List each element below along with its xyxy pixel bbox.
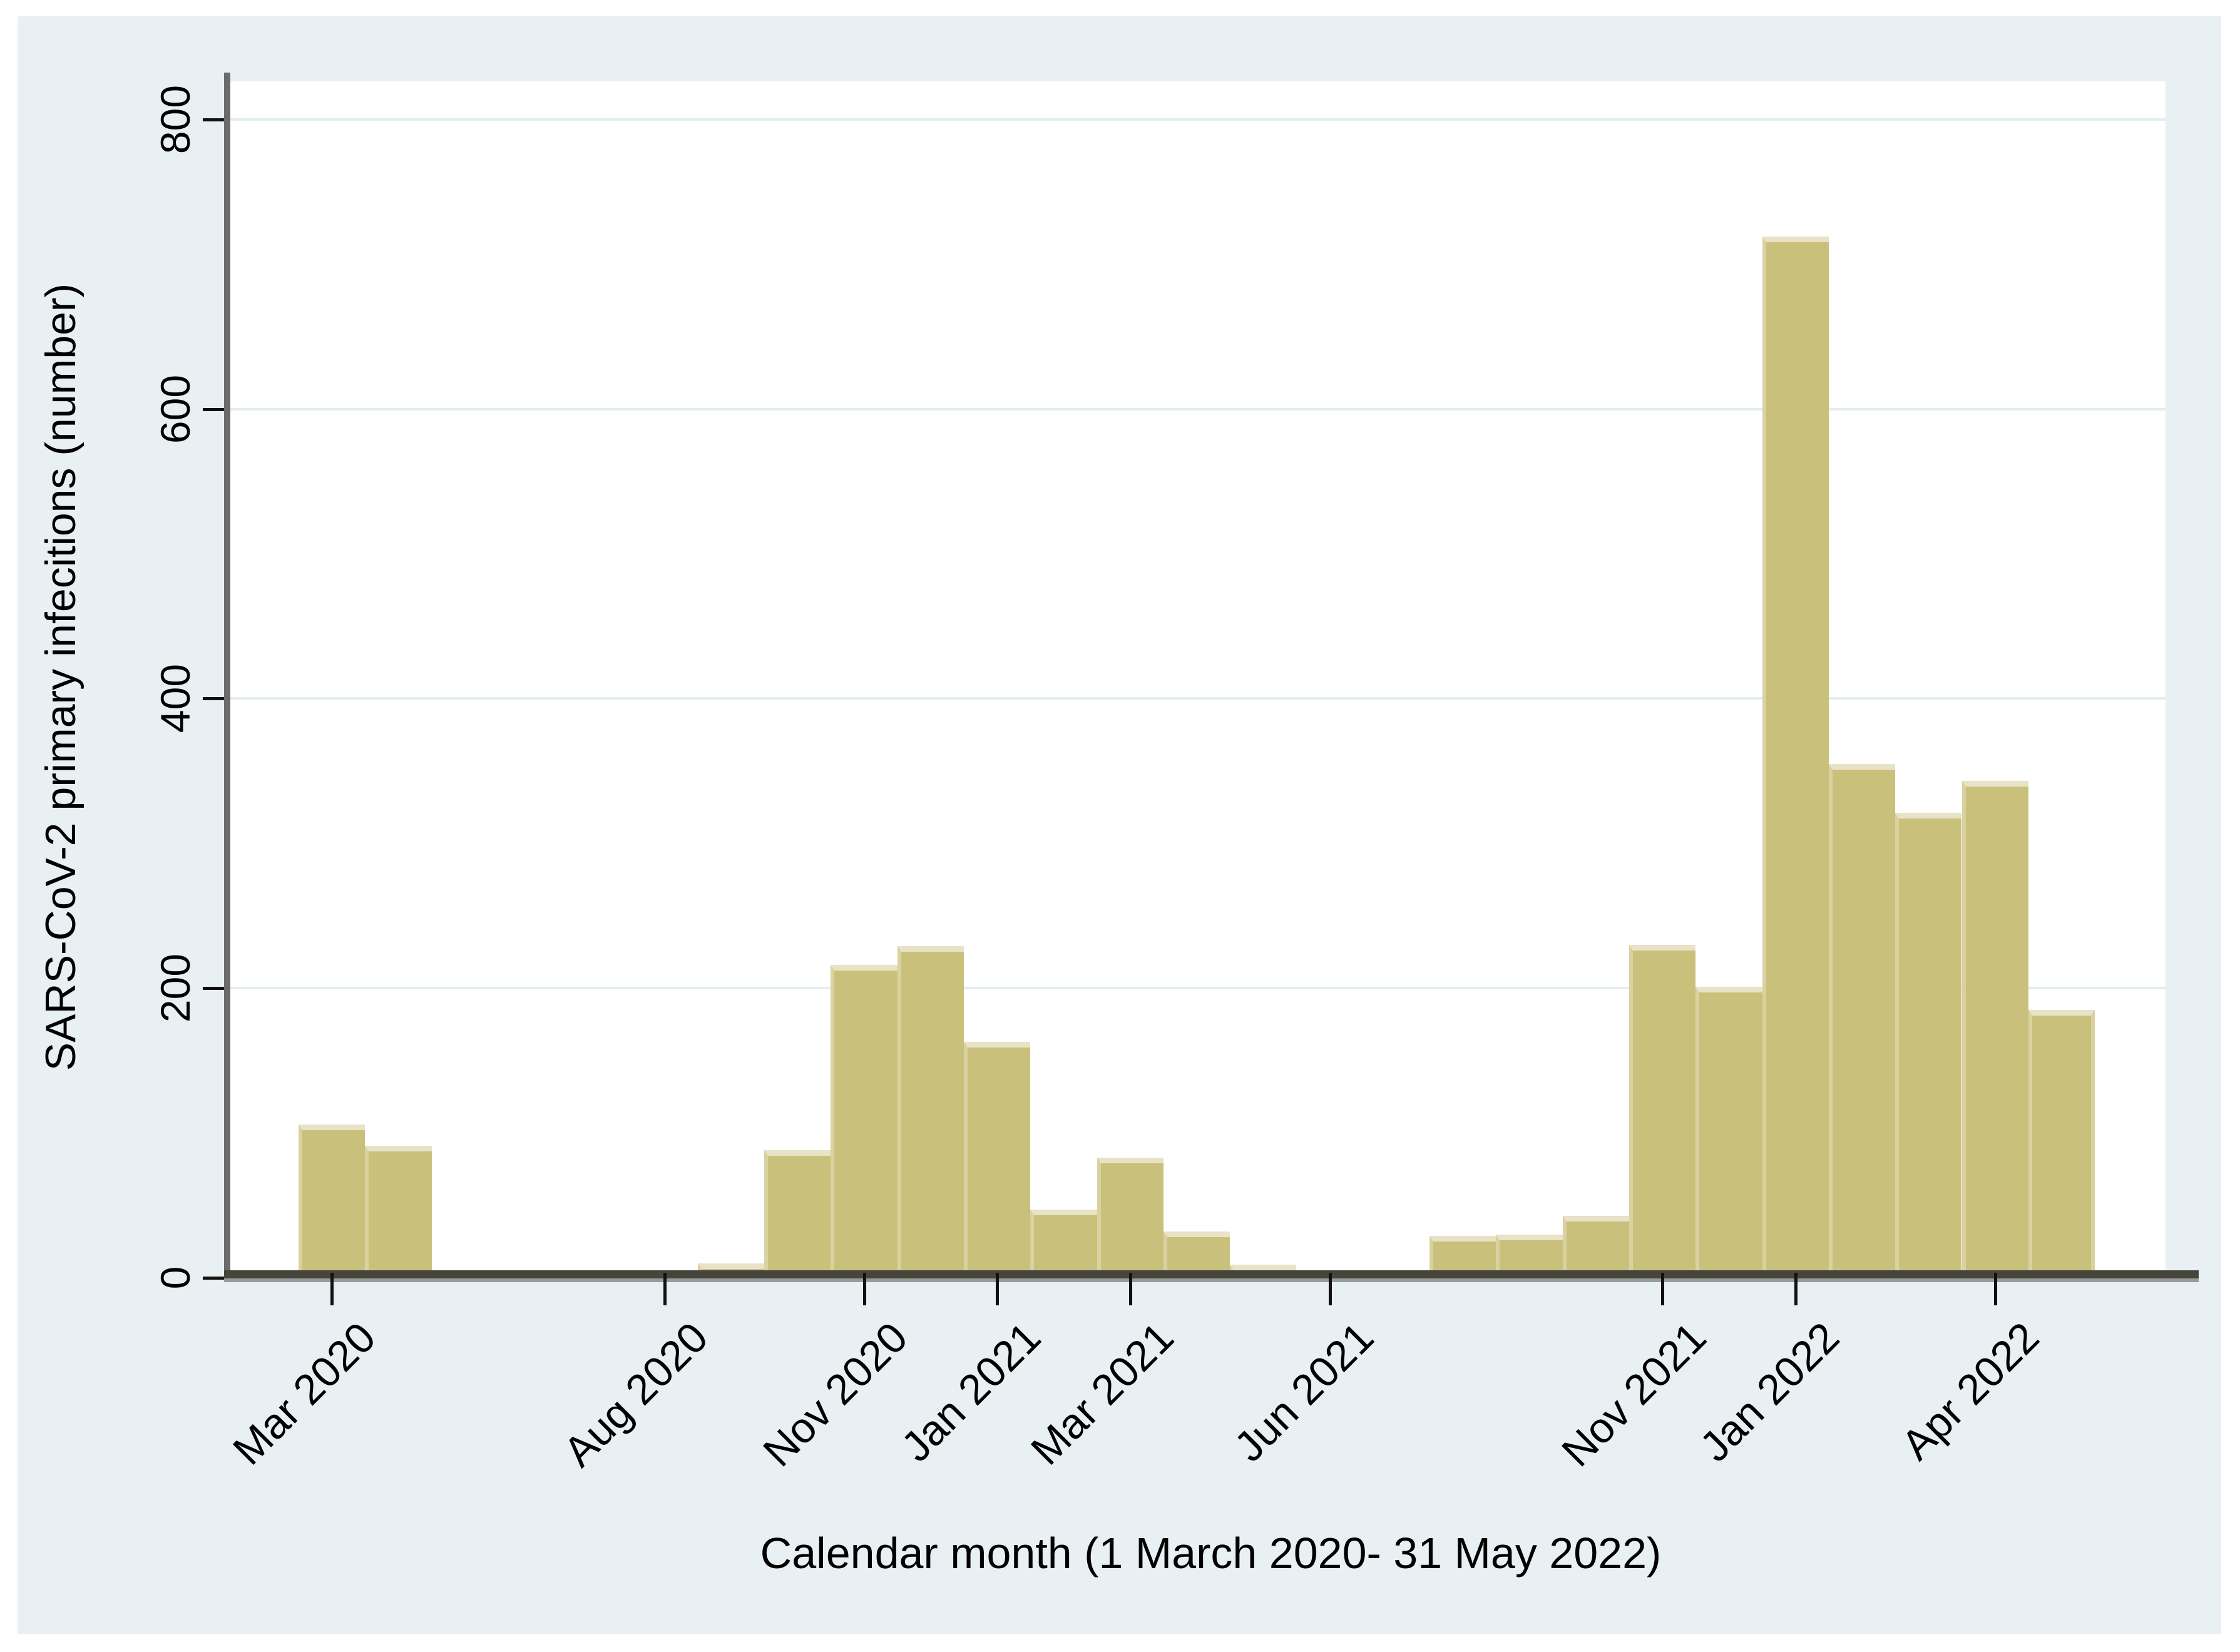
x-tick-nov-2020 bbox=[862, 1273, 866, 1305]
x-tick-label-jan-2022: Jan 2022 bbox=[1690, 1313, 1849, 1471]
figure-background: 0 200 400 600 800 Mar 2020 Aug 2020 Nov 2020 Jan… bbox=[18, 16, 2221, 1634]
plot-area bbox=[230, 81, 2166, 1278]
bar-apr-2020 bbox=[365, 1146, 432, 1278]
bar-feb-2022 bbox=[1828, 763, 1896, 1278]
x-tick-label-jun-2021: Jun 2021 bbox=[1225, 1313, 1383, 1471]
bar-jan-2022 bbox=[1762, 237, 1829, 1278]
bar-nov-2021 bbox=[1629, 944, 1696, 1278]
bar-apr-2021 bbox=[1163, 1231, 1230, 1278]
y-axis-line bbox=[224, 73, 230, 1278]
x-tick-label-jan-2021: Jan 2021 bbox=[892, 1313, 1050, 1471]
bar-apr-2022 bbox=[1961, 781, 2028, 1278]
y-tick-label-400: 400 bbox=[152, 664, 198, 733]
x-tick-label-apr-2022: Apr 2022 bbox=[1892, 1313, 2048, 1469]
bar-oct-2020 bbox=[764, 1150, 831, 1278]
x-tick-label-nov-2021: Nov 2021 bbox=[1553, 1313, 1716, 1476]
y-tick-400 bbox=[203, 697, 224, 701]
y-axis-title-text: SARS-CoV-2 primary infecitions (number) bbox=[37, 283, 84, 1071]
bar-oct-2021 bbox=[1562, 1215, 1629, 1278]
x-axis-line bbox=[224, 1270, 2199, 1278]
gridline-y-800 bbox=[230, 118, 2166, 121]
x-tick-label-mar-2021: Mar 2021 bbox=[1022, 1313, 1184, 1474]
bar-feb-2021 bbox=[1030, 1210, 1097, 1278]
gridline-y-600 bbox=[230, 407, 2166, 410]
bar-dec-2020 bbox=[897, 946, 964, 1278]
y-tick-800 bbox=[203, 118, 224, 121]
bar-mar-2020 bbox=[299, 1124, 366, 1278]
y-tick-label-200: 200 bbox=[152, 954, 198, 1023]
y-tick-label-800: 800 bbox=[152, 84, 198, 154]
bar-dec-2021 bbox=[1695, 986, 1762, 1278]
x-tick-label-nov-2020: Nov 2020 bbox=[754, 1313, 918, 1476]
y-tick-200 bbox=[203, 987, 224, 991]
gridline-y-200 bbox=[230, 987, 2166, 990]
x-tick-apr-2022 bbox=[1993, 1273, 1997, 1305]
y-tick-0 bbox=[203, 1277, 224, 1280]
x-axis-title: Calendar month (1 March 2020- 31 May 202… bbox=[760, 1529, 1662, 1578]
gridline-y-400 bbox=[230, 697, 2166, 700]
x-tick-label-aug-2020: Aug 2020 bbox=[555, 1313, 718, 1476]
bar-may-2022 bbox=[2028, 1009, 2095, 1278]
y-tick-label-0: 0 bbox=[152, 1266, 198, 1290]
x-tick-aug-2020 bbox=[663, 1273, 667, 1305]
x-tick-nov-2021 bbox=[1661, 1273, 1665, 1305]
y-tick-label-600: 600 bbox=[152, 374, 198, 444]
bar-mar-2021 bbox=[1097, 1157, 1163, 1278]
bar-nov-2020 bbox=[831, 965, 898, 1278]
bar-mar-2022 bbox=[1895, 813, 1962, 1278]
x-tick-jan-2022 bbox=[1794, 1273, 1798, 1305]
x-tick-jan-2021 bbox=[996, 1273, 1000, 1305]
x-axis-line-shadow bbox=[224, 1278, 2199, 1282]
x-tick-label-mar-2020: Mar 2020 bbox=[223, 1313, 385, 1474]
x-tick-mar-2021 bbox=[1128, 1273, 1132, 1305]
x-tick-jun-2021 bbox=[1328, 1273, 1332, 1305]
x-tick-mar-2020 bbox=[330, 1273, 334, 1305]
bar-jan-2021 bbox=[964, 1041, 1031, 1278]
y-tick-600 bbox=[203, 407, 224, 411]
